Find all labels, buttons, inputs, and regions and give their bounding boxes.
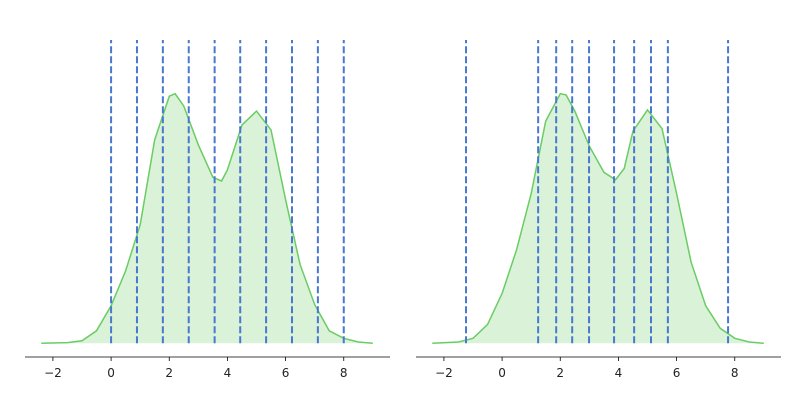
density-area: [432, 93, 764, 344]
x-tick-label: 2: [165, 366, 173, 380]
x-tick-label: 0: [498, 366, 506, 380]
x-tick-label: −2: [435, 366, 453, 380]
x-tick-label: 0: [107, 366, 115, 380]
x-tick-label: 4: [615, 366, 623, 380]
density-area: [41, 93, 373, 344]
x-tick-label: 6: [673, 366, 681, 380]
x-tick-label: 8: [340, 366, 348, 380]
x-tick-label: 6: [282, 366, 290, 380]
density-line: [41, 92, 373, 345]
x-tick-label: 8: [731, 366, 739, 380]
x-tick-label: −2: [44, 366, 62, 380]
density-line: [432, 92, 764, 345]
x-tick-label: 4: [224, 366, 232, 380]
x-tick-label: 2: [556, 366, 564, 380]
